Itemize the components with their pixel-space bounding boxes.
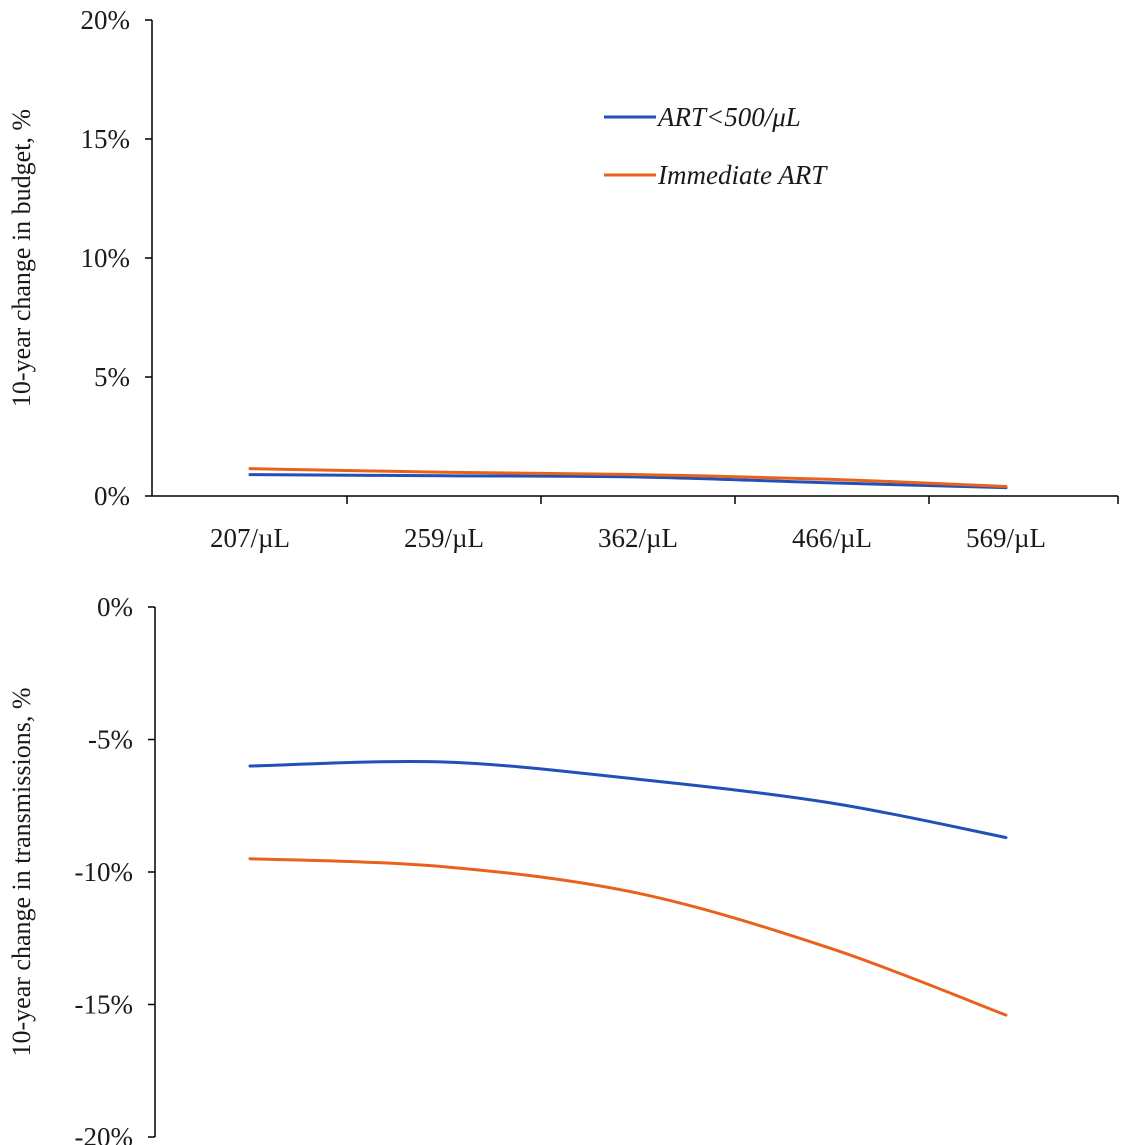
y-axis-title: 10-year change in transmissions, %	[7, 688, 36, 1057]
panel-budget: 0% 5% 10% 15% 20% 10-year change in budget, %…	[7, 5, 1119, 553]
series-line-art-500	[248, 473, 1008, 490]
y-tick-label: 5%	[94, 362, 130, 392]
series-line-immediate-art	[248, 467, 1008, 488]
x-tick-label: 362/µL	[598, 523, 678, 553]
series-line-immediate-art	[248, 857, 1008, 1017]
y-tick-label: -5%	[88, 725, 133, 755]
panel-transmissions: 0% -5% -10% -15% -20% 10-year change in trans…	[7, 592, 1008, 1145]
legend-label: Immediate ART	[657, 160, 828, 190]
legend-label: ART<500/μL	[656, 102, 801, 132]
y-tick-label: 0%	[97, 592, 133, 622]
series-line-art-500	[248, 760, 1008, 840]
x-tick-label: 569/µL	[966, 523, 1046, 553]
y-tick-label: 20%	[81, 5, 131, 35]
legend: ART<500/μL Immediate ART	[604, 102, 828, 190]
x-tick-label: 259/µL	[404, 523, 484, 553]
y-axis-title: 10-year change in budget, %	[7, 109, 36, 407]
y-tick-label: -15%	[75, 990, 133, 1020]
x-tick-label: 466/µL	[792, 523, 872, 553]
y-tick-label: 10%	[81, 243, 131, 273]
y-tick-label: -20%	[75, 1122, 133, 1145]
x-tick-label: 207/µL	[210, 523, 290, 553]
y-tick-label: 15%	[81, 124, 131, 154]
y-tick-label: 0%	[94, 481, 130, 511]
y-tick-label: -10%	[75, 857, 133, 887]
